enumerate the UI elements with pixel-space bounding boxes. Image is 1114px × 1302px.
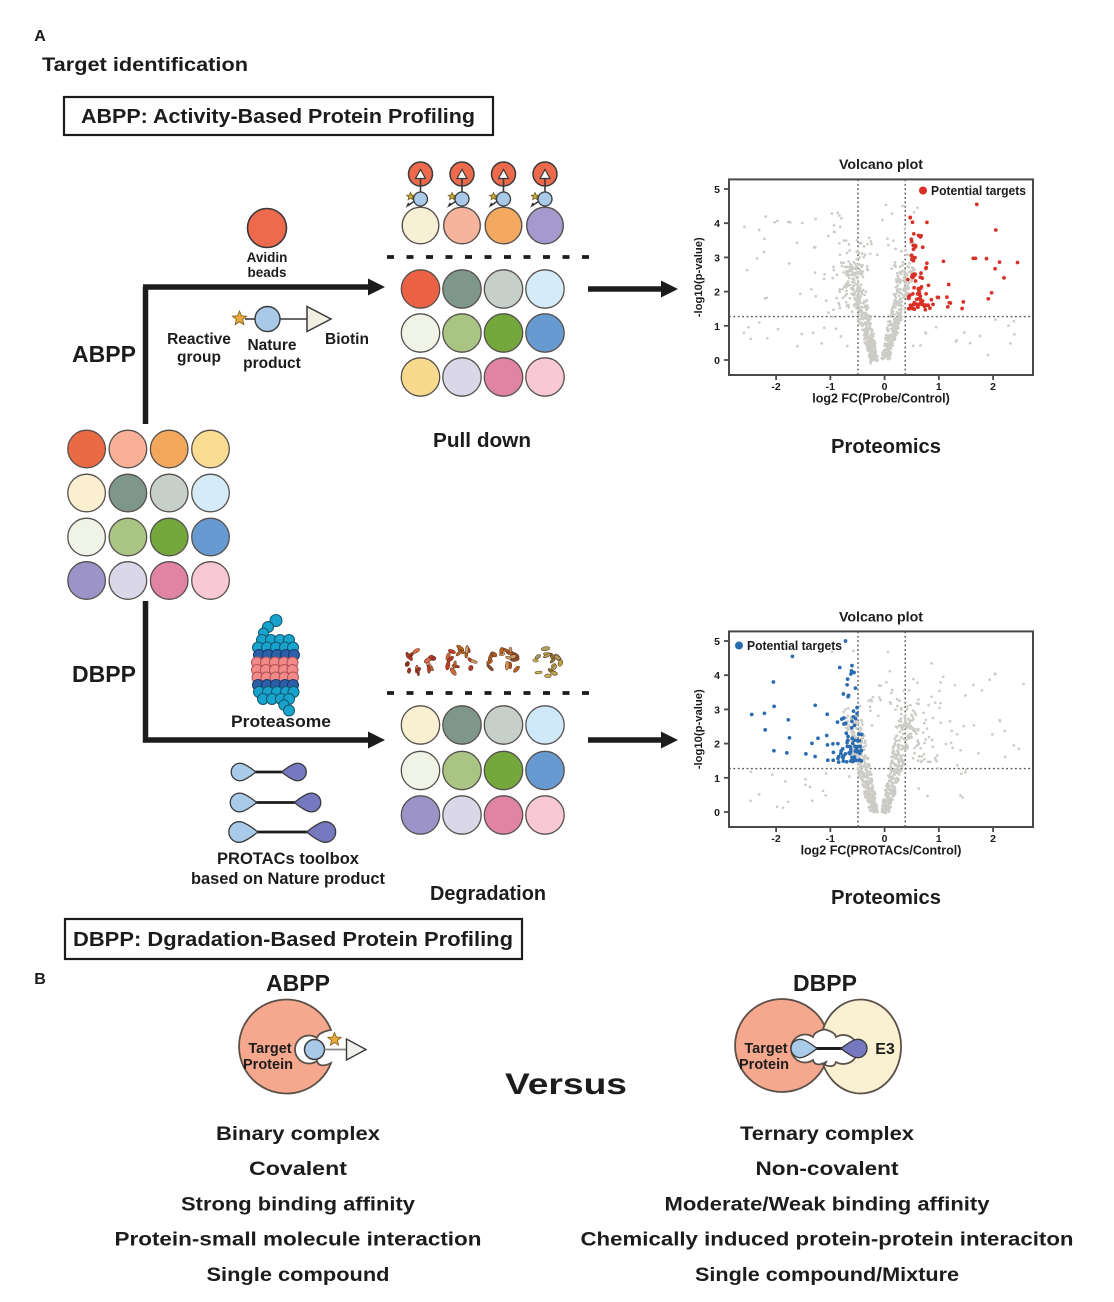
svg-text:Proteomics: Proteomics — [831, 886, 941, 909]
svg-text:E3: E3 — [875, 1041, 895, 1058]
svg-text:-1: -1 — [826, 381, 835, 393]
svg-text:-2: -2 — [771, 833, 780, 845]
svg-text:1: 1 — [936, 381, 942, 393]
svg-text:2: 2 — [714, 287, 720, 299]
svg-text:Reactive: Reactive — [167, 331, 231, 348]
svg-text:5: 5 — [714, 184, 720, 196]
svg-text:ABPP: ABPP — [266, 970, 330, 996]
svg-text:Protein-small molecule interac: Protein-small molecule interaction — [115, 1230, 482, 1251]
svg-text:Single compound/Mixture: Single compound/Mixture — [695, 1265, 959, 1286]
svg-text:Pull down: Pull down — [433, 430, 531, 452]
svg-text:DBPP: Dgradation-Based Protein: DBPP: Dgradation-Based Protein Profiling — [73, 929, 513, 951]
svg-text:Avidin: Avidin — [247, 250, 288, 265]
svg-text:3: 3 — [714, 704, 720, 716]
svg-text:2: 2 — [990, 833, 996, 845]
svg-text:Strong binding affinity: Strong binding affinity — [181, 1194, 415, 1215]
svg-text:based on Nature product: based on Nature product — [191, 869, 385, 888]
svg-text:log2 FC(Probe/Control): log2 FC(Probe/Control) — [812, 392, 950, 406]
svg-text:Protein: Protein — [243, 1057, 293, 1073]
svg-text:1: 1 — [714, 321, 720, 333]
svg-text:2: 2 — [990, 381, 996, 393]
svg-text:Covalent: Covalent — [249, 1159, 348, 1180]
svg-text:Moderate/Weak binding affinity: Moderate/Weak binding affinity — [665, 1194, 990, 1215]
svg-text:Single compound: Single compound — [207, 1265, 390, 1286]
svg-text:Biotin: Biotin — [325, 331, 369, 348]
svg-text:Proteasome: Proteasome — [231, 713, 331, 731]
svg-text:0: 0 — [714, 355, 720, 367]
svg-text:4: 4 — [714, 218, 720, 230]
svg-text:Target: Target — [744, 1041, 787, 1057]
svg-text:group: group — [177, 349, 221, 366]
svg-text:Binary complex: Binary complex — [216, 1124, 380, 1145]
svg-text:0: 0 — [882, 833, 888, 845]
svg-text:5: 5 — [714, 636, 720, 648]
svg-text:B: B — [34, 971, 46, 988]
svg-text:Potential targets: Potential targets — [931, 184, 1026, 198]
svg-text:Chemically induced protein-pro: Chemically induced protein-protein inter… — [581, 1230, 1074, 1251]
svg-text:Potential targets: Potential targets — [747, 639, 842, 653]
svg-text:A: A — [34, 28, 46, 45]
svg-text:-log10(p-value): -log10(p-value) — [693, 689, 705, 769]
svg-text:DBPP: DBPP — [793, 970, 857, 996]
svg-text:Proteomics: Proteomics — [831, 435, 941, 458]
svg-text:Versus: Versus — [505, 1068, 627, 1101]
svg-text:Target: Target — [248, 1041, 291, 1057]
svg-text:0: 0 — [882, 381, 888, 393]
svg-text:DBPP: DBPP — [72, 661, 136, 687]
svg-text:Target identification: Target identification — [42, 54, 248, 76]
svg-text:4: 4 — [714, 670, 720, 682]
svg-text:PROTACs toolbox: PROTACs toolbox — [217, 849, 360, 868]
svg-text:1: 1 — [714, 773, 720, 785]
svg-text:Non-covalent: Non-covalent — [756, 1159, 900, 1180]
svg-text:3: 3 — [714, 252, 720, 264]
svg-text:ABPP: ABPP — [72, 341, 136, 367]
svg-text:-log10(p-value): -log10(p-value) — [693, 237, 705, 317]
svg-text:product: product — [243, 355, 301, 372]
svg-text:Volcano plot: Volcano plot — [839, 610, 924, 625]
svg-text:Volcano plot: Volcano plot — [839, 157, 924, 172]
svg-text:-1: -1 — [826, 833, 835, 845]
svg-text:ABPP: Activity-Based Protein P: ABPP: Activity-Based Protein Profiling — [81, 106, 475, 128]
svg-text:beads: beads — [247, 265, 286, 280]
svg-text:Ternary complex: Ternary complex — [740, 1124, 914, 1145]
svg-text:Protein: Protein — [739, 1057, 789, 1073]
svg-text:1: 1 — [936, 833, 942, 845]
svg-text:-2: -2 — [771, 381, 780, 393]
svg-text:log2 FC(PROTACs/Control): log2 FC(PROTACs/Control) — [801, 844, 962, 858]
svg-text:Degradation: Degradation — [430, 883, 546, 905]
svg-text:0: 0 — [714, 807, 720, 819]
svg-text:Nature: Nature — [247, 337, 296, 354]
svg-text:2: 2 — [714, 739, 720, 751]
